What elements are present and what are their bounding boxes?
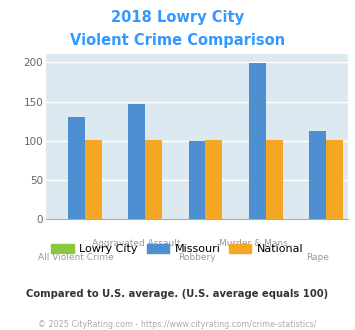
Bar <box>309 131 326 219</box>
Text: Murder & Mans...: Murder & Mans... <box>219 239 296 248</box>
Bar <box>68 116 85 219</box>
Text: © 2025 CityRating.com - https://www.cityrating.com/crime-statistics/: © 2025 CityRating.com - https://www.city… <box>38 320 317 329</box>
Text: Violent Crime Comparison: Violent Crime Comparison <box>70 33 285 48</box>
Bar <box>266 140 283 219</box>
Legend: Lowry City, Missouri, National: Lowry City, Missouri, National <box>47 239 308 258</box>
Text: 2018 Lowry City: 2018 Lowry City <box>111 10 244 25</box>
Text: Aggravated Assault: Aggravated Assault <box>92 239 181 248</box>
Text: All Violent Crime: All Violent Crime <box>38 253 114 262</box>
Bar <box>326 140 343 219</box>
Text: Robbery: Robbery <box>178 253 216 262</box>
Bar <box>249 63 266 219</box>
Bar <box>206 140 222 219</box>
Text: Compared to U.S. average. (U.S. average equals 100): Compared to U.S. average. (U.S. average … <box>26 289 329 299</box>
Bar <box>145 140 162 219</box>
Bar <box>128 104 145 219</box>
Text: Rape: Rape <box>306 253 329 262</box>
Bar <box>189 141 206 219</box>
Bar <box>85 140 102 219</box>
